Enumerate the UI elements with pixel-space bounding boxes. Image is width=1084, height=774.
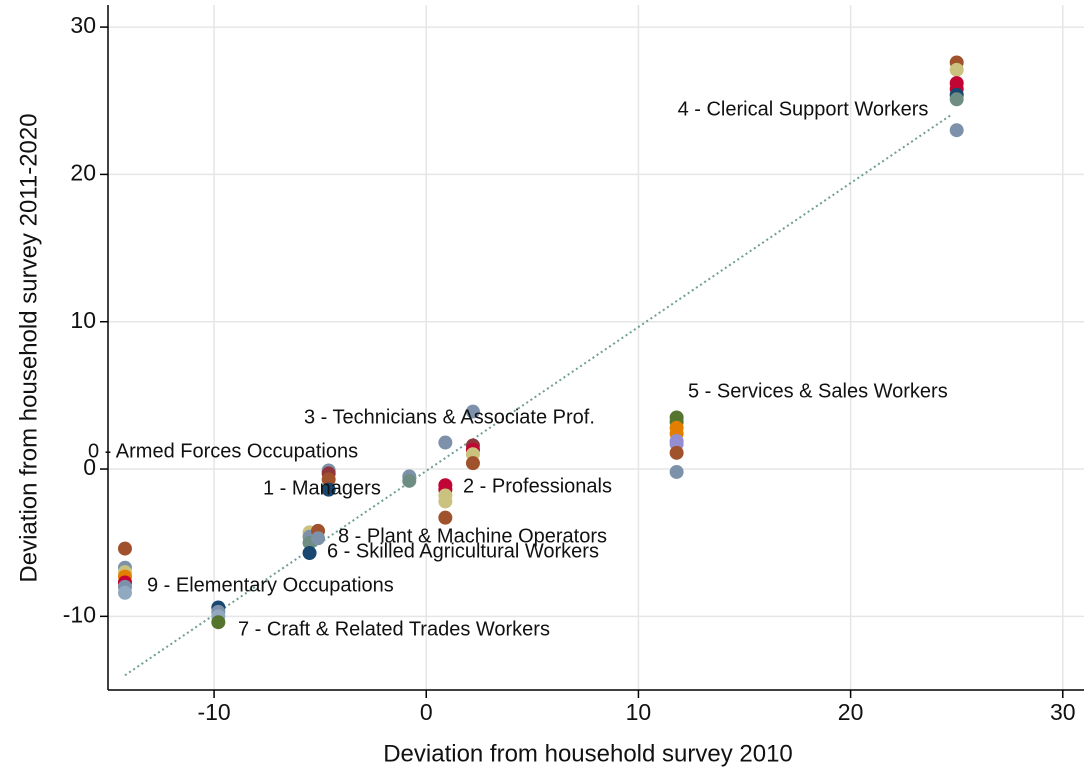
point [669,464,684,479]
point [438,510,453,525]
x-tick-label: 10 [626,699,652,725]
x-tick-label: 20 [838,699,864,725]
annotation: 8 - Plant & Machine Operators [338,525,607,547]
annotation: 7 - Craft & Related Trades Workers [238,618,550,640]
point [311,531,326,546]
point [949,92,964,107]
point [465,456,480,471]
y-tick-label: 30 [70,12,96,38]
x-axis-title: Deviation from household survey 2010 [383,740,793,767]
point [117,541,132,556]
annotation: 2 - Professionals [463,475,612,497]
point [669,445,684,460]
annotation: 4 - Clerical Support Workers [678,98,929,120]
annotation: 9 - Elementary Occupations [147,574,394,596]
point [438,494,453,509]
point [211,615,226,630]
annotation: 6 - Skilled Agricultural Workers [327,540,599,562]
x-tick-label: 30 [1050,699,1076,725]
point [302,546,317,560]
point [402,473,417,488]
annotation: 0 - Armed Forces Occupations [88,440,358,462]
annotation: 1 - Managers [263,477,381,499]
y-tick-label: -10 [63,601,96,627]
y-tick-label: 10 [70,307,96,333]
annotation: 5 - Services & Sales Workers [688,380,948,402]
annotation: 3 - Technicians & Associate Prof. [304,406,595,428]
fit-line [124,113,954,677]
point [321,472,336,487]
y-tick-label: 20 [70,159,96,185]
point [321,482,336,497]
point [949,62,964,77]
point [949,123,964,138]
point [465,404,480,419]
point [438,435,453,450]
x-tick-label: -10 [197,699,230,725]
point [117,585,132,600]
x-tick-label: 0 [420,699,433,725]
y-tick-label: 0 [83,454,96,480]
y-axis-title: Deviation from household survey 2011-202… [15,113,42,582]
